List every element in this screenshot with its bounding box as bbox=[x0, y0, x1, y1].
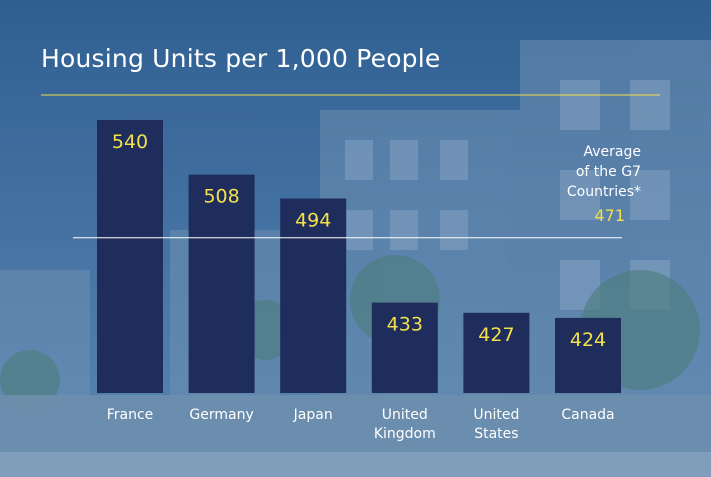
bar-value-label: 427 bbox=[478, 324, 514, 346]
bar-value-label: 508 bbox=[203, 186, 239, 208]
x-tick-label: United States bbox=[473, 407, 519, 442]
x-tick-label: Canada bbox=[561, 407, 614, 423]
x-tick-label-line: United bbox=[382, 407, 428, 423]
reference-label-line: Average bbox=[583, 144, 642, 160]
x-tick-label: United Kingdom bbox=[374, 407, 436, 442]
bar bbox=[280, 198, 347, 393]
bar bbox=[555, 317, 621, 393]
x-tick-label: France bbox=[107, 407, 154, 423]
x-tick-label-line: Kingdom bbox=[374, 426, 436, 442]
bar-value-label: 424 bbox=[570, 329, 606, 351]
x-tick-label-line: Canada bbox=[561, 407, 614, 423]
chart-title: Housing Units per 1,000 People bbox=[41, 44, 441, 73]
bar bbox=[188, 174, 255, 393]
x-tick-label-line: States bbox=[474, 426, 518, 442]
x-tick-label-line: France bbox=[107, 407, 154, 423]
bar bbox=[97, 120, 163, 393]
reference-label-line: Countries* bbox=[566, 184, 641, 200]
x-tick-label: Japan bbox=[293, 407, 333, 423]
reference-line-value: 471 bbox=[594, 206, 625, 225]
reference-line-label: Average of the G7 Countries* bbox=[501, 142, 641, 202]
bar bbox=[371, 302, 438, 393]
x-tick-label-line: Japan bbox=[293, 407, 333, 423]
bar-value-label: 433 bbox=[387, 314, 423, 336]
bar-value-label: 540 bbox=[112, 131, 148, 153]
x-tick-label-line: Germany bbox=[189, 407, 253, 423]
bar-value-label: 494 bbox=[295, 210, 331, 232]
bar bbox=[463, 312, 530, 393]
x-tick-label: Germany bbox=[189, 407, 253, 423]
reference-label-line: of the G7 bbox=[575, 164, 641, 180]
x-tick-label-line: United bbox=[473, 407, 519, 423]
